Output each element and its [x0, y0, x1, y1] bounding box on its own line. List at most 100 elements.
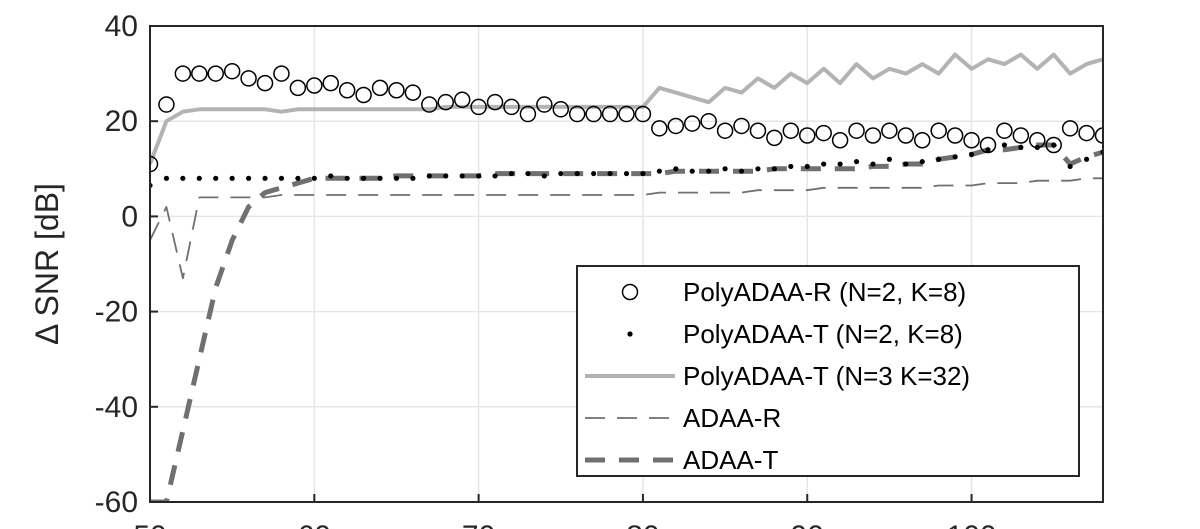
data-point — [1078, 124, 1095, 142]
data-point — [837, 161, 843, 167]
data-point — [1018, 144, 1024, 150]
data-point — [831, 131, 849, 149]
data-point — [150, 155, 159, 173]
data-point — [733, 117, 750, 135]
data-point — [207, 65, 224, 82]
data-point — [558, 170, 564, 177]
data-point — [163, 175, 170, 181]
data-point — [213, 175, 219, 181]
data-point — [607, 170, 613, 177]
data-point — [388, 82, 405, 99]
legend-item: PolyADAA-R (N=2, K=8) — [621, 277, 966, 307]
data-point — [618, 105, 635, 123]
y-tick-label: -20 — [95, 296, 138, 329]
legend: PolyADAA-R (N=2, K=8) PolyADAA-T (N=2, K=… — [576, 265, 1080, 477]
data-point — [525, 170, 531, 177]
data-point — [640, 170, 646, 177]
data-point — [453, 91, 471, 109]
legend-label: ADAA-T — [683, 445, 778, 475]
data-point — [393, 175, 400, 181]
data-point — [716, 122, 734, 139]
data-point — [782, 122, 800, 139]
data-point — [881, 122, 898, 139]
data-point — [486, 93, 504, 111]
data-point — [749, 122, 767, 139]
series-line — [150, 177, 1103, 280]
legend-label: PolyADAA-R (N=2, K=8) — [683, 277, 966, 307]
x-tick-label: 70 — [462, 520, 495, 529]
data-point — [306, 77, 323, 94]
data-point — [262, 175, 268, 181]
data-point — [552, 101, 570, 118]
plot-frame — [149, 25, 1104, 503]
data-point — [623, 170, 630, 177]
legend-label: PolyADAA-T (N=3 K=32) — [683, 361, 970, 391]
data-point — [476, 173, 482, 179]
legend-label: PolyADAA-T (N=2, K=8) — [683, 319, 963, 349]
series-5 — [150, 142, 1103, 502]
data-point — [568, 105, 586, 123]
data-point — [295, 175, 301, 181]
data-point — [1001, 142, 1008, 148]
data-point — [536, 96, 553, 113]
data-point — [738, 168, 745, 174]
data-point — [903, 161, 909, 167]
data-point — [426, 173, 432, 179]
y-tick-label: 40 — [105, 10, 138, 43]
data-point — [371, 79, 389, 97]
data-point — [361, 175, 367, 181]
legend-swatch — [621, 283, 639, 301]
data-point — [952, 154, 958, 160]
data-point — [798, 127, 816, 144]
data-point — [985, 147, 991, 153]
data-point — [256, 74, 274, 92]
data-point — [706, 168, 712, 174]
data-point — [289, 79, 307, 97]
x-tick-label: 100 — [947, 520, 997, 529]
data-point — [722, 166, 728, 172]
data-point — [459, 173, 465, 179]
data-point — [804, 163, 810, 170]
x-tick-label: 80 — [626, 520, 659, 529]
data-point — [673, 166, 679, 172]
legend-box — [576, 265, 1080, 477]
data-point — [700, 112, 717, 130]
legend-item: PolyADAA-T (N=3 K=32) — [585, 361, 970, 391]
data-point — [788, 163, 794, 170]
data-point — [180, 175, 186, 181]
data-point — [1051, 142, 1057, 148]
data-point — [492, 173, 498, 179]
series-4 — [150, 177, 1103, 280]
data-point — [158, 96, 175, 113]
data-point — [601, 105, 619, 123]
data-point — [1061, 120, 1079, 137]
y-tick-label: 0 — [121, 200, 138, 233]
data-point — [344, 175, 350, 181]
series-line — [150, 142, 1103, 502]
data-point — [1083, 156, 1090, 162]
data-point — [585, 105, 602, 123]
y-tick-label: -60 — [95, 486, 138, 519]
data-point — [815, 124, 832, 142]
data-point — [519, 105, 537, 123]
data-point — [1067, 163, 1073, 170]
data-point — [1012, 127, 1030, 144]
data-point — [771, 166, 777, 172]
data-point — [470, 98, 487, 116]
data-point — [191, 65, 208, 82]
data-point — [996, 122, 1013, 139]
data-point — [683, 115, 701, 132]
data-point — [656, 168, 662, 174]
data-point — [979, 136, 997, 154]
data-point — [930, 122, 947, 139]
data-point — [404, 84, 422, 101]
data-point — [410, 175, 416, 181]
axis-ticks: 50 60 70 80 90 100 40 20 0 -20 -40 -60 — [95, 10, 997, 529]
data-point — [328, 173, 334, 179]
data-point — [437, 93, 455, 111]
y-tick-label: 20 — [105, 105, 138, 138]
data-point — [503, 98, 520, 116]
data-point — [848, 122, 865, 139]
x-tick-label: 50 — [133, 520, 166, 529]
legend-item: ADAA-R — [585, 403, 781, 433]
